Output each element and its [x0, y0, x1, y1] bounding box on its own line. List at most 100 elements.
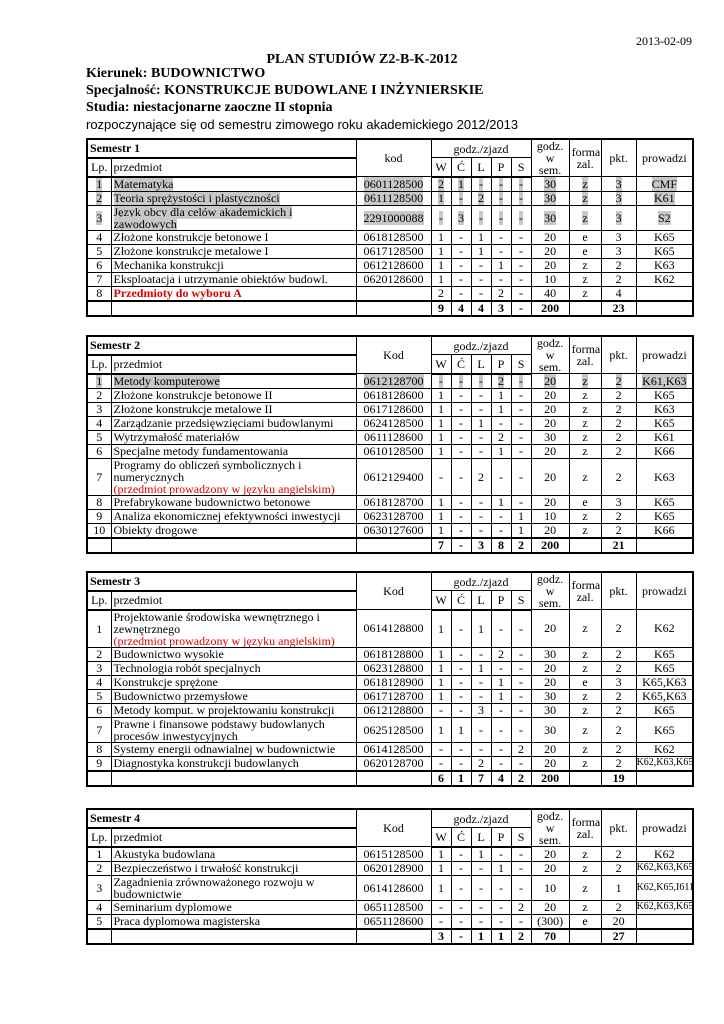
- total-godz: 70: [530, 927, 570, 944]
- cell: -: [510, 660, 532, 676]
- hours: -: [459, 900, 464, 914]
- godz-text: (300): [537, 914, 564, 928]
- cell: -: [490, 204, 512, 231]
- cell: 0617128500: [355, 243, 432, 259]
- godz-text: 30: [544, 191, 557, 205]
- total-hours: 2: [510, 927, 532, 944]
- studia: Studia: niestacjonarne zaoczne II stopni…: [86, 100, 333, 115]
- hours: -: [519, 661, 524, 675]
- course-row: 7 Prawne i finansowe podstawy budowlanych…: [86, 716, 694, 743]
- hours: -: [499, 621, 504, 636]
- cell: Budownictwo wysokie: [110, 646, 357, 662]
- cell: 20: [530, 609, 570, 648]
- kod-text: 0620128900: [363, 861, 424, 875]
- hours: 1: [498, 861, 505, 875]
- hours: 1: [438, 244, 445, 258]
- hours: -: [519, 847, 524, 861]
- cell: 30: [530, 204, 570, 231]
- cell: -: [470, 646, 492, 662]
- cell: z: [568, 429, 602, 445]
- prowadzi-text: K65: [653, 244, 675, 258]
- hours: 1: [458, 177, 465, 191]
- totals-row: 3-1 1 2 70 27: [86, 927, 694, 944]
- kod-text: 0651128600: [363, 914, 424, 928]
- hours: -: [479, 722, 484, 737]
- forma-text: z: [582, 861, 588, 875]
- header-cell: pkt.: [600, 571, 637, 610]
- semester-table: Semestr 1 kod godz./zjazd godz. w sem. forma…: [86, 138, 695, 317]
- cell: -: [490, 716, 512, 743]
- header-cell: S: [510, 590, 532, 611]
- cell: Metody komput. w projektowaniu konstrukc…: [110, 702, 357, 718]
- total-hours: 3: [490, 299, 512, 316]
- hours: -: [479, 689, 484, 703]
- forma-text: z: [582, 756, 588, 770]
- godz-text: 20: [544, 742, 557, 756]
- cell: 20: [530, 457, 570, 496]
- cell: z: [568, 702, 602, 718]
- cell: -: [510, 716, 532, 743]
- cell: 30: [530, 716, 570, 743]
- cell: -: [450, 285, 472, 301]
- total-hours: 6: [430, 769, 452, 786]
- cell: -: [470, 913, 492, 929]
- cell: [110, 299, 357, 316]
- total-hours: 3: [470, 536, 492, 553]
- hours: 1: [478, 847, 485, 861]
- cell: 2: [490, 373, 512, 389]
- cell: -: [510, 257, 532, 273]
- cell: 1: [450, 716, 472, 743]
- hours: 1: [438, 509, 445, 523]
- cell: Konstrukcje sprężone: [110, 674, 357, 690]
- header-row: Semestr 3 Kod godz./zjazd godz. w sem. forma…: [86, 571, 694, 610]
- hours: -: [519, 258, 524, 272]
- forma-text: z: [582, 286, 588, 300]
- cell: K61,K63: [635, 373, 694, 389]
- course-name: Systemy energii odnawialnej w budownictw…: [113, 742, 336, 756]
- cell: -: [490, 874, 512, 901]
- header-cell: L: [470, 590, 492, 611]
- header-cell: prowadzi: [635, 138, 694, 177]
- cell: 3: [600, 190, 637, 206]
- hours: -: [519, 402, 524, 416]
- hours: 1: [438, 621, 445, 636]
- cell: 0611128500: [355, 190, 432, 206]
- cell: 20: [530, 401, 570, 417]
- total-pkt: 27: [600, 927, 637, 944]
- cell: e: [568, 243, 602, 259]
- total-pkt: 21: [600, 536, 637, 553]
- cell: -: [470, 741, 492, 757]
- cell: e: [568, 674, 602, 690]
- cell: -: [510, 609, 532, 648]
- cell: -: [510, 429, 532, 445]
- forma-text: e: [582, 244, 588, 258]
- hours: 2: [498, 374, 505, 388]
- course-row: 7 Eksploatacja i utrzymanie obiektów budo…: [86, 271, 694, 287]
- hours: -: [499, 703, 504, 717]
- cell: z: [568, 415, 602, 431]
- cell: Wytrzymałość materiałów: [110, 429, 357, 445]
- cell: -: [430, 204, 452, 231]
- cell: -: [430, 899, 452, 915]
- course-row: 6 Specjalne metody fundamentowania 0610128…: [86, 443, 694, 459]
- cell: -: [490, 176, 512, 192]
- hours: -: [459, 272, 464, 286]
- hours: -: [519, 689, 524, 703]
- cell: K65: [635, 243, 694, 259]
- hours: 1: [498, 495, 505, 509]
- semester-title: Semestr 3: [86, 571, 357, 592]
- cell: Akustyka budowlana: [110, 846, 357, 862]
- hours: 1: [438, 861, 445, 875]
- cell: -: [450, 874, 472, 901]
- header-cell: S: [510, 354, 532, 375]
- hours: -: [519, 286, 524, 300]
- pkt-text: 2: [615, 388, 622, 402]
- cell: -: [510, 913, 532, 929]
- cell: -: [490, 508, 512, 524]
- header-cell: P: [490, 590, 512, 611]
- hours: -: [519, 914, 524, 928]
- pkt-text: 2: [615, 258, 622, 272]
- hours: 1: [438, 416, 445, 430]
- hours: -: [459, 675, 464, 689]
- cell: -: [470, 401, 492, 417]
